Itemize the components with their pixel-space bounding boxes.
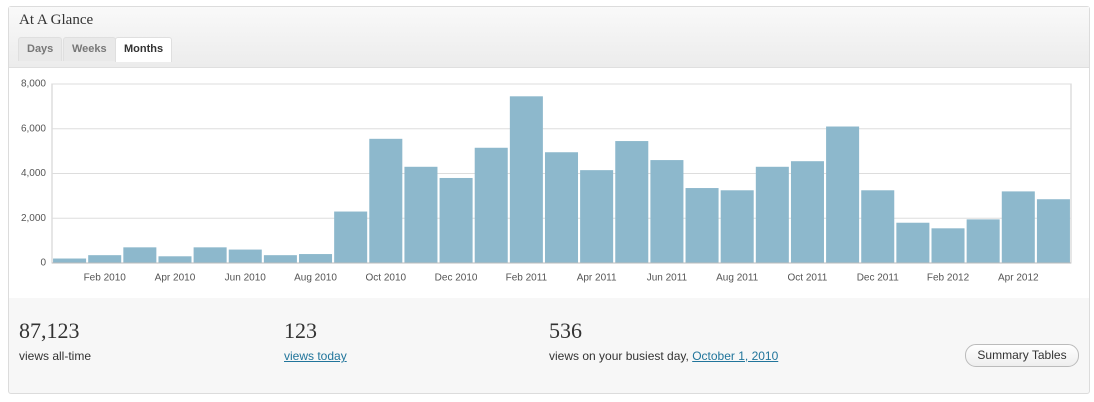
- bar: [299, 254, 333, 263]
- x-tick-label: Feb 2012: [927, 273, 970, 284]
- bar: [650, 160, 684, 263]
- bar: [53, 258, 87, 263]
- x-tick-label: Apr 2010: [155, 273, 196, 284]
- stat-link[interactable]: October 1, 2010: [692, 349, 779, 363]
- title: At A Glance: [19, 12, 94, 28]
- bar: [615, 141, 649, 263]
- stat-label: views on your busiest day, October 1, 20…: [549, 349, 778, 363]
- bar: [580, 170, 614, 263]
- x-tick-label: Dec 2011: [857, 273, 900, 284]
- bar: [544, 152, 579, 263]
- bar: [509, 96, 543, 264]
- x-tick-label: Oct 2010: [366, 273, 407, 284]
- tab[interactable]: Weeks: [63, 37, 116, 61]
- stat-label: views today: [284, 349, 347, 363]
- x-tick-label: Apr 2012: [998, 273, 1039, 284]
- bar: [334, 211, 368, 263]
- bar: [439, 177, 473, 263]
- y-tick-label: 6,000: [21, 123, 46, 134]
- bar: [404, 166, 438, 263]
- bar: [790, 161, 824, 263]
- header: At A Glance Days Weeks Months: [9, 7, 1089, 68]
- bar: [896, 222, 930, 263]
- stat-link[interactable]: views today: [284, 349, 347, 363]
- x-tick-label: Feb 2010: [84, 273, 127, 284]
- y-tick-label: 2,000: [21, 213, 46, 224]
- y-tick-label: 0: [40, 258, 46, 269]
- x-tick-label: Jun 2011: [647, 273, 688, 284]
- x-tick-label: Aug 2011: [716, 273, 759, 284]
- x-tick-label: Apr 2011: [577, 273, 617, 284]
- tab[interactable]: Months: [115, 37, 173, 62]
- bar: [158, 256, 192, 263]
- bar: [685, 188, 719, 263]
- chart: 0 2,000 4,000 6,000 8,000 Feb 2010 Apr 2010 Jun…: [21, 79, 1072, 284]
- bar: [263, 255, 297, 263]
- bar: [193, 247, 227, 263]
- y-tick-label: 8,000: [21, 79, 46, 90]
- tab[interactable]: Days: [18, 37, 63, 61]
- button[interactable]: Summary Tables: [965, 344, 1079, 367]
- bar: [966, 219, 1000, 263]
- stat-value: 123: [284, 318, 317, 343]
- bar: [88, 255, 122, 263]
- stat-text: views on your busiest day,: [549, 349, 689, 363]
- bar: [720, 190, 754, 263]
- stat-value: 536: [549, 318, 582, 343]
- bar: [861, 190, 895, 263]
- bar: [474, 147, 508, 263]
- bar: [1036, 199, 1070, 263]
- x-tick-label: Dec 2010: [435, 273, 478, 284]
- stat-value: 87,123: [19, 318, 80, 343]
- bar: [826, 126, 860, 263]
- y-tick-label: 4,000: [21, 168, 46, 179]
- x-tick-label: Jun 2010: [225, 273, 267, 284]
- panel: At A Glance Days Weeks Months: [8, 6, 1090, 394]
- bar: [123, 247, 157, 263]
- stat-label: views all-time: [19, 349, 92, 363]
- x-tick-label: Feb 2011: [506, 273, 548, 284]
- bar: [931, 228, 965, 263]
- bar: [228, 249, 262, 263]
- x-tick-label: Oct 2011: [788, 273, 828, 284]
- bar: [1001, 191, 1035, 263]
- bar: [369, 138, 403, 263]
- bar: [755, 166, 789, 263]
- x-tick-label: Aug 2010: [294, 273, 337, 284]
